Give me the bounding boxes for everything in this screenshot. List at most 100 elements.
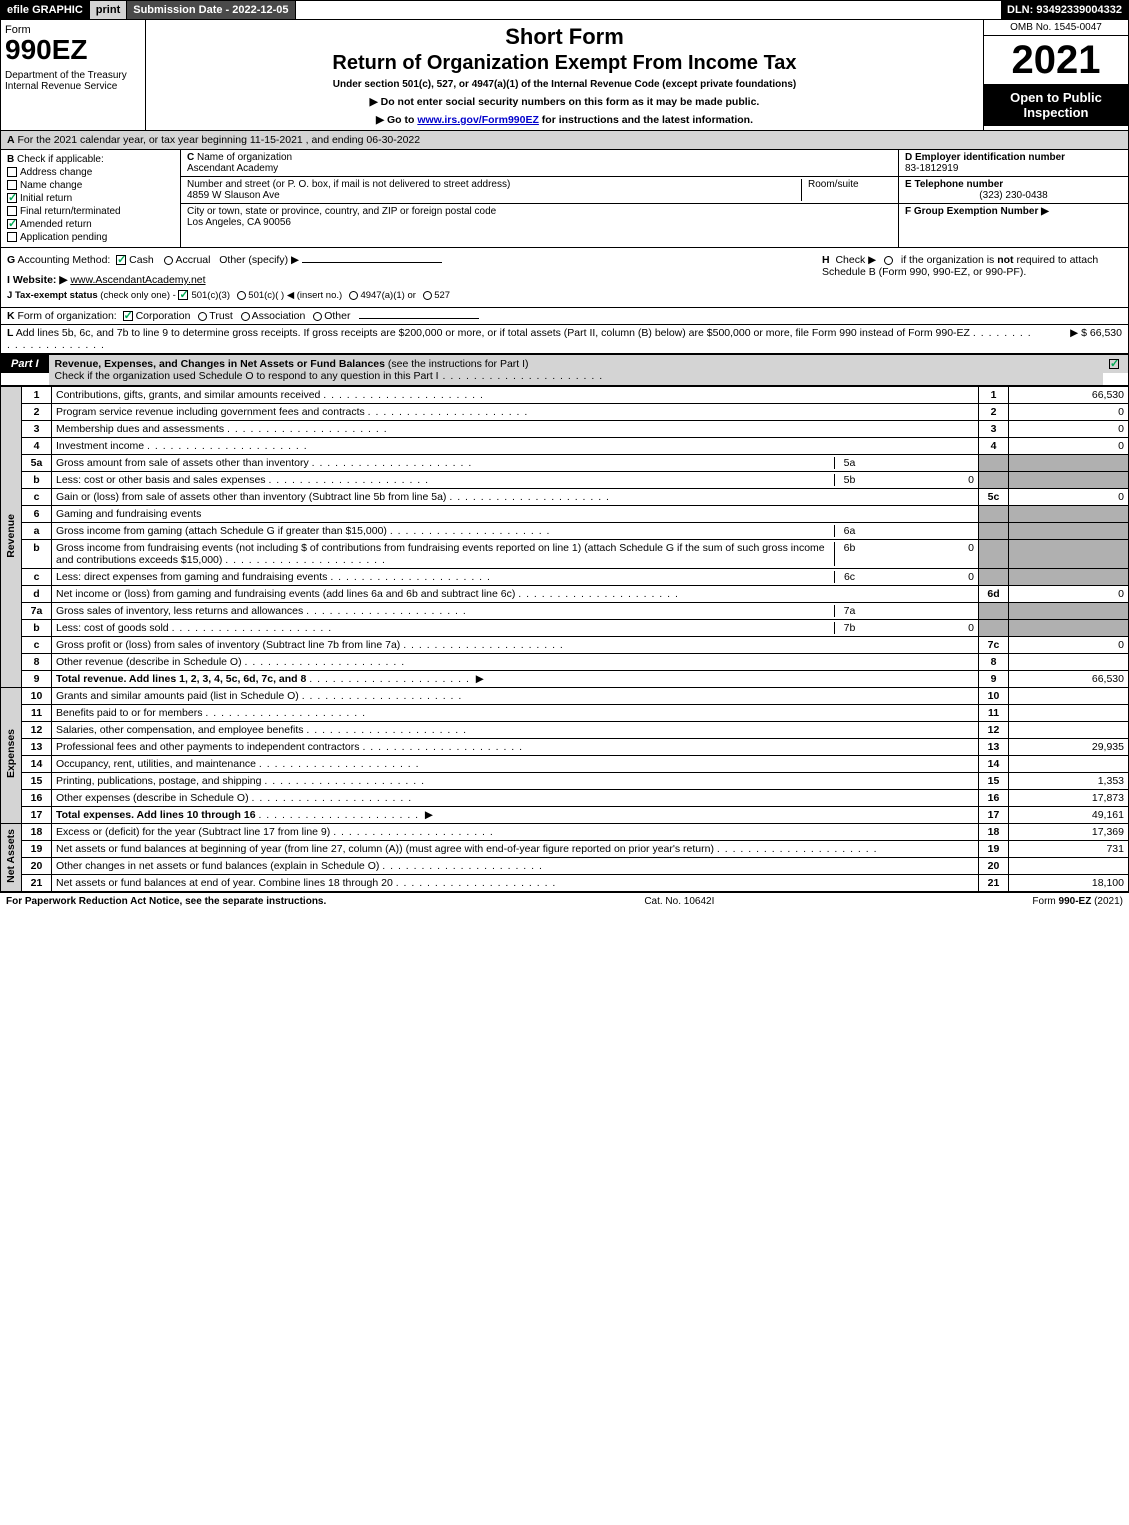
b-check-1[interactable] — [7, 180, 17, 190]
right-val: 49,161 — [1009, 807, 1129, 824]
right-val: 17,369 — [1009, 824, 1129, 841]
irs-link[interactable]: www.irs.gov/Form990EZ — [417, 114, 539, 126]
part1-checkbox[interactable] — [1109, 359, 1119, 369]
sub-val — [864, 457, 974, 469]
k-opt-3-mark[interactable] — [313, 312, 322, 321]
part1-title-bold: Revenue, Expenses, and Changes in Net As… — [55, 358, 388, 370]
k-opt-1-mark[interactable] — [198, 312, 207, 321]
j-501c-radio[interactable] — [237, 291, 246, 300]
right-num: 9 — [979, 671, 1009, 688]
line-num: 14 — [22, 756, 52, 773]
fin-row: 16Other expenses (describe in Schedule O… — [1, 790, 1129, 807]
b-check-4[interactable] — [7, 219, 17, 229]
form-title-block: Form 990EZ Department of the Treasury In… — [0, 20, 1129, 131]
line-num: 1 — [22, 387, 52, 404]
fin-row: 13Professional fees and other payments t… — [1, 739, 1129, 756]
section-tab: Revenue — [5, 514, 17, 558]
fin-row: aGross income from gaming (attach Schedu… — [1, 523, 1129, 540]
line-desc: Other changes in net assets or fund bala… — [52, 858, 979, 875]
sub-num: 6b — [834, 542, 864, 566]
goto-line: ▶ Go to www.irs.gov/Form990EZ for instru… — [154, 114, 975, 126]
right-num — [979, 620, 1009, 637]
org-info-block: B Check if applicable: Address changeNam… — [0, 149, 1129, 248]
line-num: 5a — [22, 455, 52, 472]
right-num: 5c — [979, 489, 1009, 506]
goto-pre: ▶ Go to — [376, 114, 417, 126]
fin-row: Expenses10Grants and similar amounts pai… — [1, 688, 1129, 705]
org-name: Ascendant Academy — [187, 163, 278, 174]
footer-left: For Paperwork Reduction Act Notice, see … — [6, 896, 326, 907]
b-item-2: Initial return — [20, 193, 72, 204]
right-val: 731 — [1009, 841, 1129, 858]
cash-checkbox[interactable] — [116, 255, 126, 265]
k-opt-2-mark[interactable] — [241, 312, 250, 321]
line-desc: Other expenses (describe in Schedule O) — [52, 790, 979, 807]
line-num: 15 — [22, 773, 52, 790]
h-not: not — [997, 254, 1013, 266]
l-letter: L — [7, 327, 13, 339]
h-radio[interactable] — [884, 256, 893, 265]
line-num: 13 — [22, 739, 52, 756]
h-desc: if the organization is — [901, 254, 997, 266]
line-desc: Total expenses. Add lines 10 through 16 … — [52, 807, 979, 824]
line-desc: Gross income from fundraising events (no… — [52, 540, 979, 569]
fin-row: 4Investment income 40 — [1, 438, 1129, 455]
j-501c3-check[interactable] — [178, 290, 188, 300]
return-title: Return of Organization Exempt From Incom… — [154, 52, 975, 75]
sec-gh: G Accounting Method: Cash Accrual Other … — [0, 248, 1129, 307]
right-num: 7c — [979, 637, 1009, 654]
dept-label: Department of the Treasury Internal Reve… — [5, 70, 141, 92]
line-num: 18 — [22, 824, 52, 841]
b-check-2[interactable] — [7, 193, 17, 203]
sub-val — [864, 605, 974, 617]
right-num: 19 — [979, 841, 1009, 858]
line-num: 11 — [22, 705, 52, 722]
accrual-radio[interactable] — [164, 256, 173, 265]
website-val[interactable]: www.AscendantAcademy.net — [70, 274, 205, 286]
right-num — [979, 506, 1009, 523]
city-val: Los Angeles, CA 90056 — [187, 217, 291, 228]
right-val: 17,873 — [1009, 790, 1129, 807]
line-desc: Program service revenue including govern… — [52, 404, 979, 421]
line-num: a — [22, 523, 52, 540]
b-check-5[interactable] — [7, 232, 17, 242]
fin-row: 20Other changes in net assets or fund ba… — [1, 858, 1129, 875]
tax-year: 2021 — [984, 36, 1128, 84]
b-check-0[interactable] — [7, 167, 17, 177]
part1-checkline: Check if the organization used Schedule … — [55, 370, 439, 382]
line-num: 7a — [22, 603, 52, 620]
fin-row: Revenue1Contributions, gifts, grants, an… — [1, 387, 1129, 404]
line-desc: Membership dues and assessments — [52, 421, 979, 438]
line-num: c — [22, 637, 52, 654]
sub-val: 0 — [864, 474, 974, 486]
line-desc: Gross amount from sale of assets other t… — [52, 455, 979, 472]
right-num — [979, 455, 1009, 472]
line-num: b — [22, 620, 52, 637]
line-desc: Gross income from gaming (attach Schedul… — [52, 523, 979, 540]
form-id-box: Form 990EZ Department of the Treasury In… — [1, 20, 146, 130]
j-527-radio[interactable] — [423, 291, 432, 300]
k-opt-0-mark[interactable] — [123, 311, 133, 321]
print-button[interactable]: print — [90, 1, 127, 19]
form-title-center: Short Form Return of Organization Exempt… — [146, 20, 983, 130]
line-desc: Gross sales of inventory, less returns a… — [52, 603, 979, 620]
street-val: 4859 W Slauson Ave — [187, 190, 280, 201]
right-val: 0 — [1009, 438, 1129, 455]
section-tab: Expenses — [5, 729, 17, 778]
j-4947-radio[interactable] — [349, 291, 358, 300]
line-desc: Net income or (loss) from gaming and fun… — [52, 586, 979, 603]
line-num: c — [22, 489, 52, 506]
tel-lbl: E Telephone number — [905, 179, 1003, 190]
line-num: 17 — [22, 807, 52, 824]
sub-num: 7b — [834, 622, 864, 634]
right-val — [1009, 472, 1129, 489]
fin-row: 9Total revenue. Add lines 1, 2, 3, 4, 5c… — [1, 671, 1129, 688]
line-num: 21 — [22, 875, 52, 892]
c-letter: C — [187, 152, 194, 163]
city-lbl: City or town, state or province, country… — [187, 206, 496, 217]
right-num: 11 — [979, 705, 1009, 722]
right-val: 0 — [1009, 637, 1129, 654]
k-opt-0: Corporation — [136, 310, 191, 322]
b-check-3[interactable] — [7, 206, 17, 216]
fin-row: bGross income from fundraising events (n… — [1, 540, 1129, 569]
